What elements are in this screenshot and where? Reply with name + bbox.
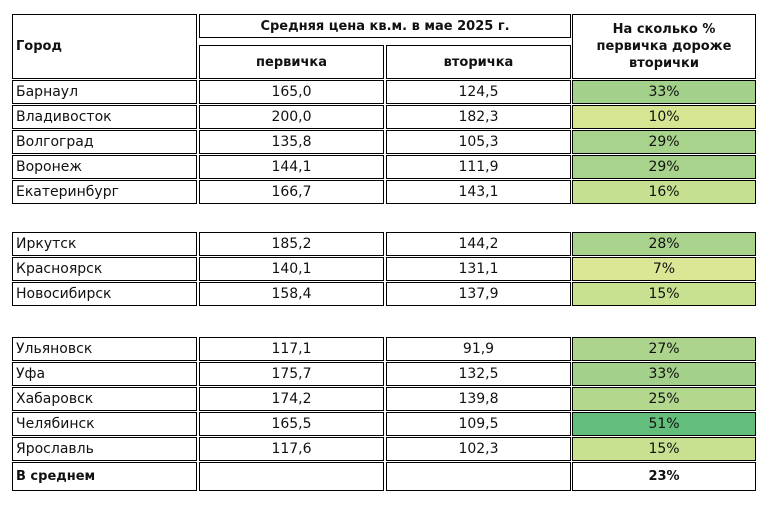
secondary-cell: 131,1 (386, 257, 571, 281)
diff-cell: 33% (572, 362, 756, 386)
primary-cell: 165,5 (199, 412, 384, 436)
header-secondary: вторичка (386, 45, 571, 79)
primary-cell: 175,7 (199, 362, 384, 386)
secondary-cell: 109,5 (386, 412, 571, 436)
diff-cell: 27% (572, 337, 756, 361)
diff-cell: 29% (572, 130, 756, 154)
primary-cell: 144,1 (199, 155, 384, 179)
total-empty (386, 462, 571, 491)
city-cell: Ульяновск (12, 337, 197, 361)
primary-cell: 117,1 (199, 337, 384, 361)
city-cell: Екатеринбург (12, 180, 197, 204)
city-cell: Иркутск (12, 232, 197, 256)
diff-cell: 29% (572, 155, 756, 179)
secondary-cell: 143,1 (386, 180, 571, 204)
secondary-cell: 91,9 (386, 337, 571, 361)
header-diff: На сколько % первичка дороже вторички (572, 14, 756, 79)
secondary-cell: 111,9 (386, 155, 571, 179)
secondary-cell: 105,3 (386, 130, 571, 154)
city-cell: Барнаул (12, 80, 197, 104)
secondary-cell: 132,5 (386, 362, 571, 386)
header-price: Средняя цена кв.м. в мае 2025 г. (199, 14, 571, 38)
primary-cell: 140,1 (199, 257, 384, 281)
primary-cell: 166,7 (199, 180, 384, 204)
diff-cell: 15% (572, 437, 756, 461)
primary-cell: 174,2 (199, 387, 384, 411)
secondary-cell: 137,9 (386, 282, 571, 306)
secondary-cell: 102,3 (386, 437, 571, 461)
diff-cell: 51% (572, 412, 756, 436)
city-cell: Уфа (12, 362, 197, 386)
primary-cell: 200,0 (199, 105, 384, 129)
diff-cell: 25% (572, 387, 756, 411)
city-cell: Владивосток (12, 105, 197, 129)
total-diff: 23% (572, 462, 756, 491)
primary-cell: 165,0 (199, 80, 384, 104)
primary-cell: 135,8 (199, 130, 384, 154)
primary-cell: 158,4 (199, 282, 384, 306)
diff-cell: 10% (572, 105, 756, 129)
primary-cell: 117,6 (199, 437, 384, 461)
total-label: В среднем (12, 462, 197, 491)
city-cell: Челябинск (12, 412, 197, 436)
header-city: Город (12, 14, 197, 79)
city-cell: Хабаровск (12, 387, 197, 411)
diff-cell: 15% (572, 282, 756, 306)
header-primary: первичка (199, 45, 384, 79)
diff-cell: 33% (572, 80, 756, 104)
diff-cell: 7% (572, 257, 756, 281)
secondary-cell: 139,8 (386, 387, 571, 411)
city-cell: Ярославль (12, 437, 197, 461)
city-cell: Волгоград (12, 130, 197, 154)
secondary-cell: 124,5 (386, 80, 571, 104)
city-cell: Воронеж (12, 155, 197, 179)
city-cell: Новосибирск (12, 282, 197, 306)
city-cell: Красноярск (12, 257, 197, 281)
diff-cell: 28% (572, 232, 756, 256)
primary-cell: 185,2 (199, 232, 384, 256)
diff-cell: 16% (572, 180, 756, 204)
secondary-cell: 144,2 (386, 232, 571, 256)
total-empty (199, 462, 384, 491)
secondary-cell: 182,3 (386, 105, 571, 129)
